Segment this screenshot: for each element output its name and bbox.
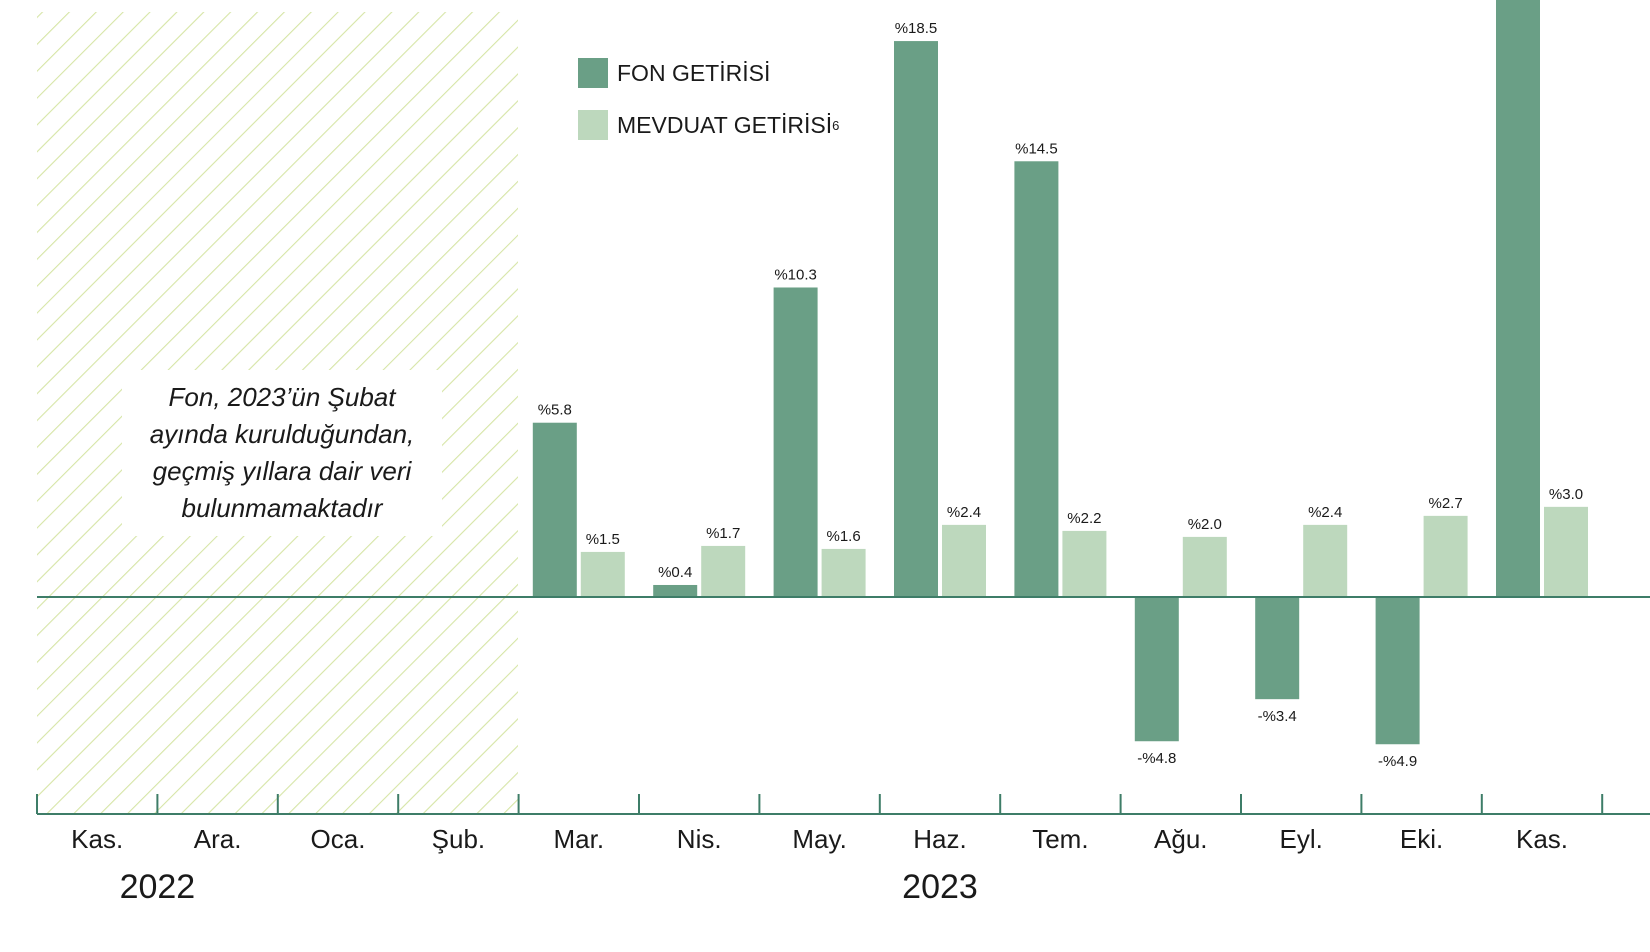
month-tick-label: Kas.	[1516, 824, 1568, 854]
month-tick-label: Eyl.	[1280, 824, 1323, 854]
bar-value-label: %5.8	[538, 402, 572, 419]
bar-fon	[773, 287, 818, 597]
bar-mevduat	[1303, 524, 1348, 597]
bar-fon	[1496, 0, 1540, 597]
bar-fon	[653, 584, 698, 597]
bar-mevduat	[1182, 536, 1227, 597]
data-labels: %5.8 %1.5 %0.4 %1.7 %10.3 %1.6 %18.5 %2.4 %14.5%…	[538, 20, 1583, 770]
bar-mevduat	[1423, 515, 1468, 597]
no-data-note: Fon, 2023’ün Şubat ayında kurulduğundan,…	[149, 382, 415, 523]
bar-value-label: %2.0	[1188, 516, 1222, 533]
bar-value-label: -%4.9	[1378, 753, 1417, 770]
month-tick-label: Eki.	[1400, 824, 1443, 854]
month-tick-label: Mar.	[554, 824, 605, 854]
legend-swatch-fon	[578, 58, 608, 88]
year-labels: 2022 2023	[120, 868, 978, 906]
year-label: 2023	[902, 868, 978, 906]
bar-value-label: %2.2	[1067, 510, 1101, 527]
legend-footnote-mark: 6	[832, 117, 840, 133]
bar-value-label: %2.4	[1308, 504, 1342, 521]
month-tick-label: Tem.	[1032, 824, 1088, 854]
month-tick-label: Ağu.	[1154, 824, 1208, 854]
bar-value-label: %14.5	[1015, 140, 1058, 157]
month-tick-label: Ara.	[194, 824, 242, 854]
bar-value-label: %1.7	[706, 525, 740, 542]
bar-mevduat	[1544, 506, 1588, 597]
bar-value-label: %0.4	[658, 564, 692, 581]
x-axis-ticks	[36, 794, 1604, 814]
month-tick-label: Nis.	[677, 824, 722, 854]
bar-value-label: %2.7	[1428, 495, 1462, 512]
month-tick-label: May.	[792, 824, 846, 854]
bar-value-label: %1.6	[826, 528, 860, 545]
legend: FON GETİRİSİ MEVDUAT GETİRİSİ 6	[578, 56, 839, 160]
legend-swatch-mevduat	[578, 110, 608, 140]
bar-mevduat	[1062, 530, 1107, 597]
bar-fon	[1014, 161, 1059, 597]
bar-mevduat	[942, 524, 986, 597]
no-data-note-box: Fon, 2023’ün Şubat ayında kurulduğundan,…	[122, 370, 442, 536]
month-tick-label: Şub.	[432, 824, 486, 854]
legend-label-fon: FON GETİRİSİ	[617, 59, 771, 86]
bars-layer	[532, 0, 1588, 745]
bar-fon	[532, 422, 577, 597]
bar-value-label: %2.4	[947, 504, 981, 521]
bar-value-label: %10.3	[774, 266, 817, 283]
bar-value-label: -%4.8	[1137, 750, 1176, 767]
legend-item-mevduat: MEVDUAT GETİRİSİ 6	[578, 108, 839, 142]
bar-fon	[1255, 597, 1300, 700]
bar-value-label: -%3.4	[1258, 708, 1297, 725]
month-tick-label: Kas.	[71, 824, 123, 854]
legend-item-fon: FON GETİRİSİ	[578, 56, 839, 90]
bar-value-label: %18.5	[895, 20, 938, 37]
month-tick-label: Oca.	[311, 824, 366, 854]
bar-value-label: %1.5	[586, 531, 620, 548]
month-tick-label: Haz.	[913, 824, 966, 854]
x-axis-tick-labels: Kas. Ara. Oca. Şub. Mar. Nis. May. Haz. Tem. Ağu.…	[71, 824, 1568, 854]
bar-fon	[894, 41, 938, 597]
bar-mevduat	[580, 551, 625, 597]
bar-mevduat	[701, 545, 746, 597]
year-label: 2022	[120, 868, 196, 906]
bar-fon	[1375, 597, 1420, 745]
legend-label-mevduat: MEVDUAT GETİRİSİ	[617, 111, 833, 138]
bar-fon	[1134, 597, 1179, 742]
bar-mevduat	[821, 548, 866, 597]
bar-value-label: %3.0	[1549, 486, 1583, 503]
